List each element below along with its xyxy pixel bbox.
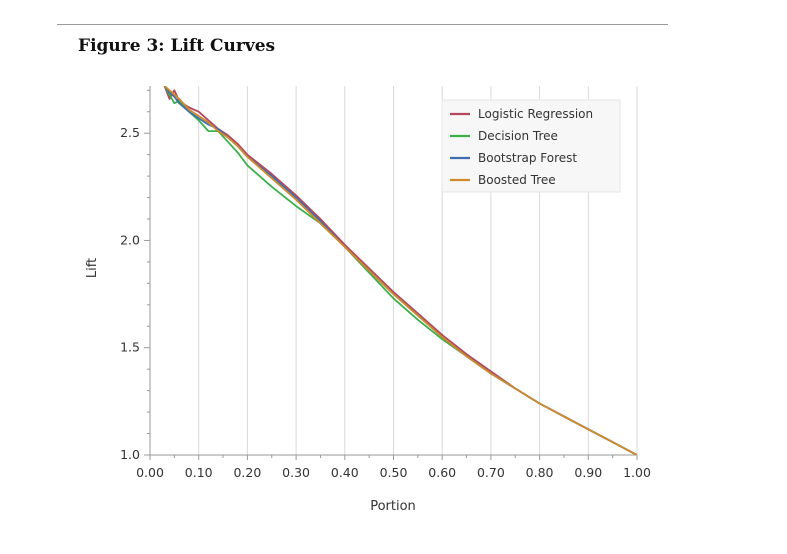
top-divider-rule bbox=[57, 24, 668, 25]
series-line-boosted-tree bbox=[163, 86, 637, 455]
grid-layer bbox=[198, 86, 638, 455]
legend: Logistic Regression Decision Tree Bootstra… bbox=[441, 99, 621, 193]
figure-title: Figure 3: Lift Curves bbox=[78, 36, 276, 56]
legend-box bbox=[441, 99, 621, 193]
x-tick-label: 0.00 bbox=[136, 465, 164, 480]
axis-layer: 0.00 0.10 0.20 0.30 0.40 0.50 0.60 0.70 0.80 0.90… bbox=[120, 86, 651, 480]
series-layer bbox=[163, 86, 637, 455]
legend-label-decision-tree: Decision Tree bbox=[478, 129, 558, 143]
x-tick-label: 0.90 bbox=[574, 465, 602, 480]
legend-label-logistic-regression: Logistic Regression bbox=[478, 107, 593, 121]
legend-label-bootstrap-forest: Bootstrap Forest bbox=[478, 151, 577, 165]
x-tick-label: 0.30 bbox=[282, 465, 310, 480]
x-tick-label: 0.80 bbox=[526, 465, 554, 480]
y-tick-label: 1.0 bbox=[120, 447, 140, 462]
x-tick-label: 0.40 bbox=[331, 465, 359, 480]
x-tick-label: 0.20 bbox=[233, 465, 261, 480]
x-tick-label: 0.60 bbox=[428, 465, 456, 480]
legend-label-boosted-tree: Boosted Tree bbox=[478, 173, 556, 187]
y-axis-title: Lift bbox=[85, 258, 100, 278]
x-tick-label: 0.10 bbox=[185, 465, 213, 480]
y-tick-label: 2.0 bbox=[120, 232, 140, 247]
x-axis-title: Portion bbox=[370, 499, 416, 514]
y-tick-label: 1.5 bbox=[120, 340, 140, 355]
x-tick-label: 1.00 bbox=[623, 465, 651, 480]
x-tick-label: 0.50 bbox=[380, 465, 408, 480]
y-tick-label: 2.5 bbox=[120, 125, 140, 140]
x-tick-label: 0.70 bbox=[477, 465, 505, 480]
